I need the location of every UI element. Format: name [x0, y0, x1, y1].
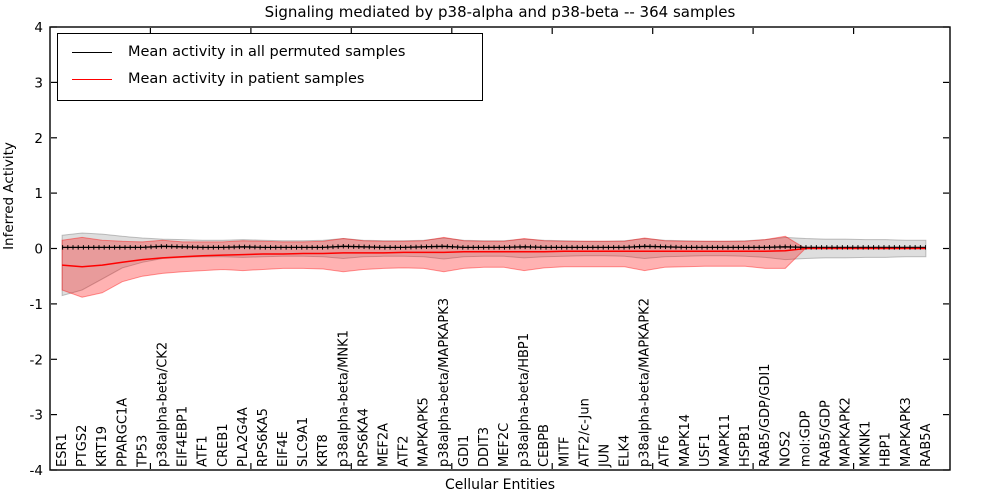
x-category-label: EIF4EBP1	[176, 406, 191, 467]
x-category-label: MAPKAPK2	[839, 397, 854, 467]
y-tick-label: -2	[30, 352, 43, 368]
x-category-label: GDI1	[457, 435, 472, 467]
x-category-label: DDIT3	[477, 427, 492, 467]
x-category-label: EIF4E	[276, 431, 291, 467]
x-category-label: CREB1	[216, 423, 231, 467]
x-category-label: mol:GDP	[798, 410, 813, 467]
y-axis-label: Inferred Activity	[1, 142, 17, 250]
patient-mean-line	[62, 247, 926, 268]
x-category-label: ESR1	[55, 433, 70, 467]
x-category-label: ATF2/c-Jun	[577, 398, 592, 467]
x-category-label: MAPKAPK3	[899, 397, 914, 467]
x-category-label: NOS2	[778, 431, 793, 467]
x-category-label: RAB5A	[919, 423, 934, 467]
x-category-label: USF1	[698, 433, 713, 467]
x-category-label: SLC9A1	[296, 417, 311, 467]
y-tick-label: -3	[30, 408, 43, 424]
permuted-line-swatch	[72, 52, 112, 53]
x-category-label: KRT8	[316, 434, 331, 467]
y-tick-label: 4	[34, 20, 43, 36]
x-category-label: TP53	[135, 435, 150, 468]
legend-label-permuted: Mean activity in all permuted samples	[128, 43, 406, 60]
x-category-label: MAPK14	[678, 414, 693, 467]
x-category-label: ATF2	[397, 435, 412, 467]
y-tick-label: -4	[30, 463, 43, 479]
y-tick-label: 0	[34, 242, 43, 258]
x-category-label: HBP1	[879, 432, 894, 467]
x-category-label: MEF2C	[497, 423, 512, 467]
chart-title: Signaling mediated by p38-alpha and p38-…	[264, 3, 736, 21]
x-category-label: ELK4	[618, 435, 633, 467]
y-tick-label: 1	[34, 186, 43, 202]
x-category-label: RPS6KA4	[356, 408, 371, 467]
axes-frame	[49, 26, 951, 471]
x-category-label: MEF2A	[377, 423, 392, 467]
permuted-mean-markers	[62, 244, 926, 250]
x-category-label: PLA2G4A	[236, 407, 251, 467]
legend-label-patient: Mean activity in patient samples	[128, 70, 365, 87]
y-tick-label: 3	[34, 75, 43, 91]
x-category-label: HSPB1	[738, 424, 753, 467]
x-category-label: MAPK11	[718, 414, 733, 467]
x-category-label: KRT19	[95, 426, 110, 467]
legend-entry-patient: Mean activity in patient samples	[58, 66, 482, 93]
permuted-band	[61, 232, 927, 297]
legend-entry-permuted: Mean activity in all permuted samples	[58, 39, 482, 66]
x-category-label: CEBPB	[537, 424, 552, 467]
x-category-label: PTGS2	[75, 425, 90, 467]
x-category-label: MAPKAPK5	[417, 397, 432, 467]
x-category-label: p38alpha-beta/CK2	[156, 342, 171, 467]
x-category-label: p38alpha-beta/HBP1	[517, 333, 532, 467]
x-category-label: PPARGC1A	[115, 398, 130, 467]
x-category-label: JUN	[598, 444, 613, 468]
x-category-label: ATF6	[658, 435, 673, 467]
x-category-label: RPS6KA5	[256, 408, 271, 467]
x-category-label: RAB5/GDP/GDI1	[758, 364, 773, 467]
x-category-label: MITF	[557, 437, 572, 467]
y-tick-label: -1	[30, 297, 43, 313]
legend-box: Mean activity in all permuted samples Me…	[57, 33, 483, 101]
x-category-label: ATF1	[196, 435, 211, 467]
x-category-label: p38alpha-beta/MAPKAPK2	[638, 298, 653, 467]
y-tick-label: 2	[34, 131, 43, 147]
x-category-label: MKNK1	[859, 421, 874, 467]
x-axis-label: Cellular Entities	[444, 477, 556, 493]
patient-line-swatch	[72, 79, 112, 80]
x-category-label: p38alpha-beta/MNK1	[336, 330, 351, 467]
x-category-label: RAB5/GDP	[818, 400, 833, 467]
x-category-label: p38alpha-beta/MAPKAPK3	[437, 298, 452, 467]
